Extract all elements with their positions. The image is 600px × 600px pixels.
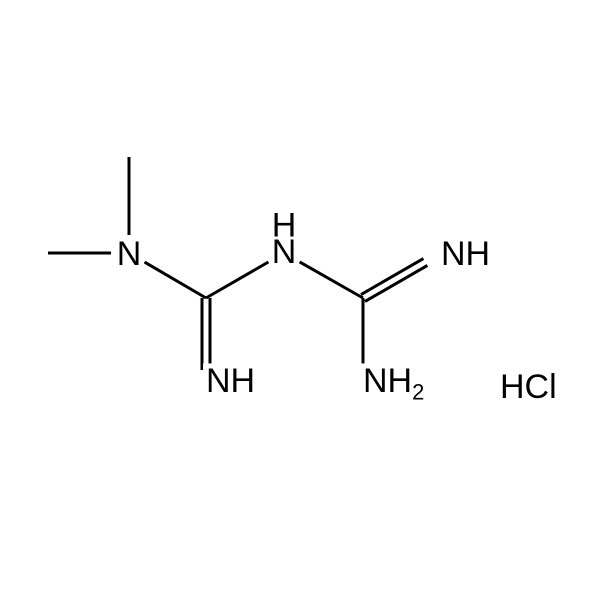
bonds-layer bbox=[48, 157, 427, 370]
bond bbox=[206, 262, 268, 298]
atom-label-N1: N bbox=[117, 235, 142, 273]
bond bbox=[361, 259, 423, 295]
atom-label-N5: NH bbox=[441, 235, 490, 273]
chemical-structure-diagram: NNHNHNH2NHHCl bbox=[0, 0, 600, 600]
bond bbox=[300, 262, 363, 298]
labels-bg-layer bbox=[115, 200, 566, 405]
bond bbox=[145, 262, 206, 298]
annotation-label: HCl bbox=[500, 368, 557, 406]
atom-label-H: H bbox=[272, 206, 297, 244]
atom-label-N2: NH bbox=[206, 362, 255, 400]
bond bbox=[365, 265, 427, 301]
labels-layer: NNHNHNH2NHHCl bbox=[117, 206, 557, 406]
